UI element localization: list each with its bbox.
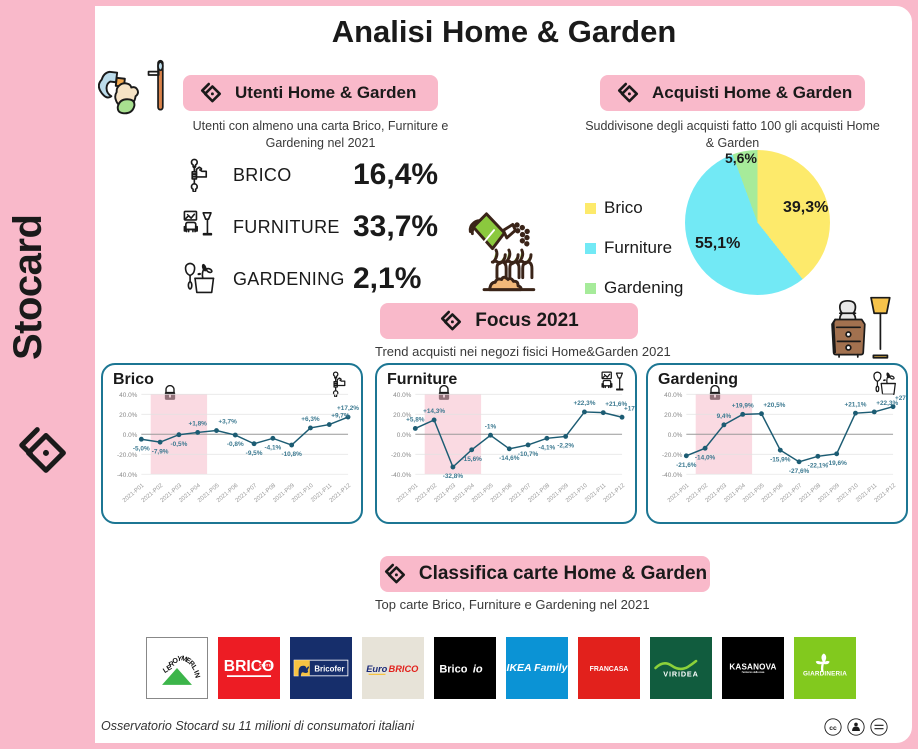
svg-text:-21,6%: -21,6% — [676, 462, 697, 469]
svg-text:+22,3%: +22,3% — [573, 400, 595, 407]
svg-text:0.0%: 0.0% — [123, 432, 138, 439]
svg-text:20.0%: 20.0% — [119, 412, 137, 419]
svg-text:-40.0%: -40.0% — [662, 472, 683, 479]
svg-text:-4,1%: -4,1% — [538, 445, 555, 452]
svg-text:-15,6%: -15,6% — [462, 456, 483, 463]
svg-text:+19,9%: +19,9% — [732, 403, 754, 410]
svg-text:-20.0%: -20.0% — [391, 452, 412, 459]
svg-text:-5,0%: -5,0% — [133, 445, 150, 452]
svg-text:-32,8%: -32,8% — [443, 473, 464, 480]
svg-text:+17,2%: +17,2% — [337, 405, 359, 412]
svg-text:40.0%: 40.0% — [664, 392, 682, 399]
svg-text:9,4%: 9,4% — [717, 413, 732, 420]
svg-text:CENTER: CENTER — [259, 663, 274, 667]
svg-text:-0,5%: -0,5% — [171, 441, 188, 448]
svg-text:-19,6%: -19,6% — [826, 460, 847, 467]
svg-text:BRICO: BRICO — [389, 664, 420, 674]
svg-text:-20.0%: -20.0% — [117, 452, 138, 459]
svg-text:FRANCASA: FRANCASA — [590, 666, 629, 673]
svg-text:-22,1%: -22,1% — [808, 463, 829, 470]
svg-text:-7,9%: -7,9% — [152, 448, 169, 455]
svg-text:Bricofer: Bricofer — [314, 664, 344, 673]
svg-text:+1,8%: +1,8% — [188, 421, 207, 428]
svg-text:Euro: Euro — [366, 664, 387, 674]
svg-text:Brico: Brico — [439, 664, 467, 676]
svg-text:-1%: -1% — [485, 423, 497, 430]
svg-text:-15,9%: -15,9% — [770, 456, 791, 463]
svg-text:-4,1%: -4,1% — [264, 445, 281, 452]
svg-text:+3,7%: +3,7% — [218, 419, 237, 426]
svg-text:+27,6%: +27,6% — [895, 395, 906, 402]
svg-text:VIRIDEA: VIRIDEA — [663, 670, 699, 679]
svg-text:-2,2%: -2,2% — [557, 443, 574, 450]
svg-text:+14,3%: +14,3% — [423, 408, 445, 415]
svg-text:20.0%: 20.0% — [664, 412, 682, 419]
svg-text:0.0%: 0.0% — [397, 432, 412, 439]
svg-text:40.0%: 40.0% — [393, 392, 411, 399]
svg-text:+21,1%: +21,1% — [844, 401, 866, 408]
svg-text:-27,6%: -27,6% — [789, 468, 810, 475]
svg-text:0.0%: 0.0% — [668, 432, 683, 439]
svg-text:-14,0%: -14,0% — [695, 454, 716, 461]
svg-text:-40.0%: -40.0% — [391, 472, 412, 479]
svg-text:GIARDINERIA: GIARDINERIA — [803, 671, 847, 678]
svg-text:KASANOVA: KASANOVA — [729, 663, 776, 672]
svg-text:io: io — [473, 664, 483, 676]
svg-text:-20.0%: -20.0% — [662, 452, 683, 459]
svg-text:l'universo della casa: l'universo della casa — [742, 672, 765, 674]
svg-text:-10,8%: -10,8% — [281, 451, 302, 458]
svg-text:40.0%: 40.0% — [119, 392, 137, 399]
svg-text:+17,%: +17,% — [624, 405, 635, 412]
svg-text:-14,6%: -14,6% — [499, 455, 520, 462]
svg-text:N: N — [192, 672, 201, 679]
svg-text:-9,5%: -9,5% — [246, 450, 263, 457]
svg-text:-10,7%: -10,7% — [518, 451, 539, 458]
svg-text:cc: cc — [829, 725, 837, 732]
svg-text:+9,7%: +9,7% — [331, 413, 350, 420]
svg-text:-0,8%: -0,8% — [227, 441, 244, 448]
svg-text:-40.0%: -40.0% — [117, 472, 138, 479]
svg-text:+20,5%: +20,5% — [763, 402, 785, 409]
svg-text:+5,8%: +5,8% — [406, 417, 425, 424]
svg-text:+6,3%: +6,3% — [301, 416, 320, 423]
